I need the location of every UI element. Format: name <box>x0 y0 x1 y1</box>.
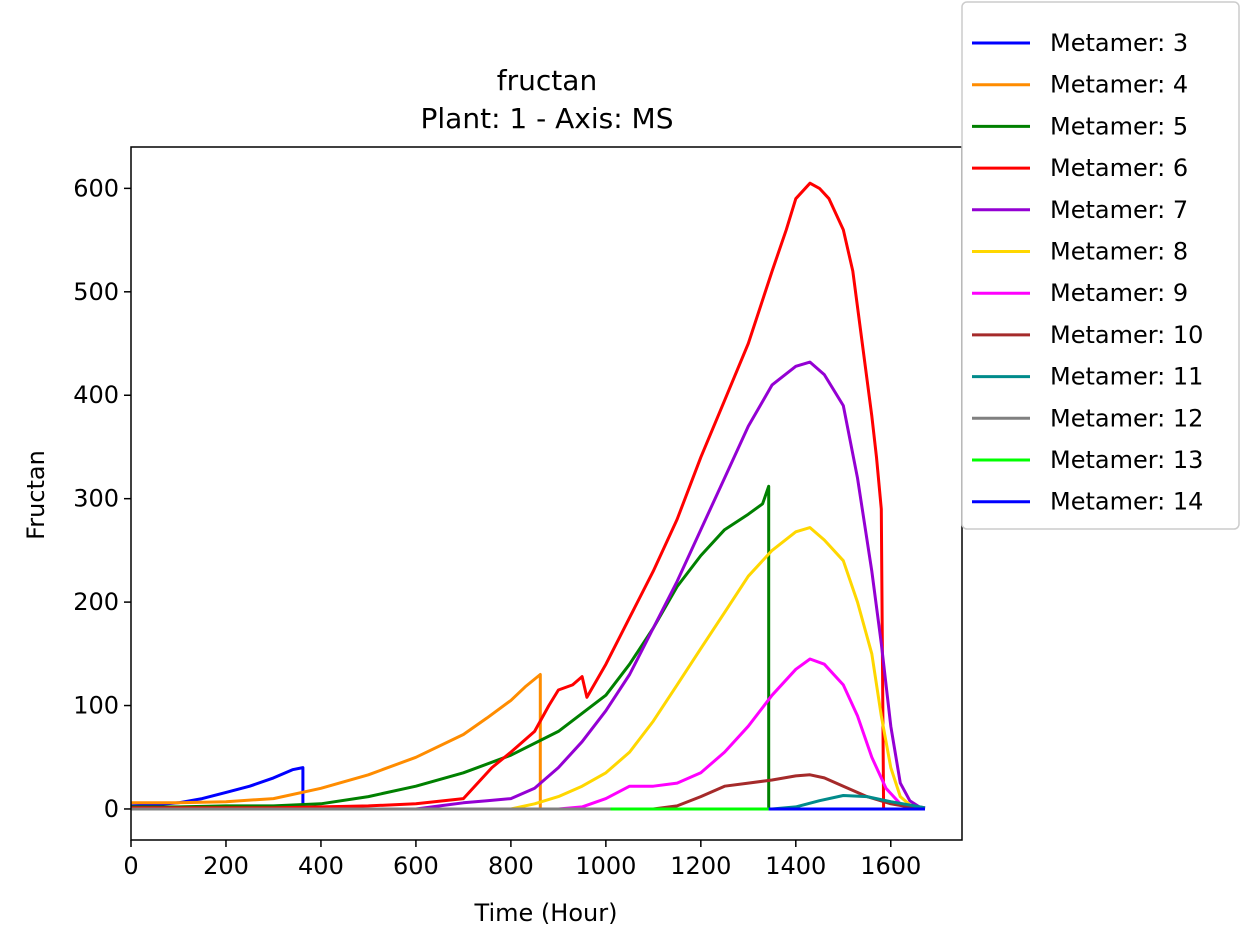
legend-label-3: Metamer: 5 <box>1050 112 1188 140</box>
x-axis-label: Time (Hour) <box>474 899 618 927</box>
y-tick-label: 0 <box>104 795 119 823</box>
x-axis: 0 200 400 600 800 1000 1200 1400 1600 <box>123 840 921 880</box>
series-line-7 <box>131 657 926 811</box>
legend-label-1: Metamer: 3 <box>1050 29 1188 57</box>
y-axis: 0 100 200 300 400 500 600 <box>73 174 131 823</box>
y-tick-label: 300 <box>73 485 119 513</box>
legend-label-9: Metamer: 11 <box>1050 363 1203 391</box>
legend-label-4: Metamer: 6 <box>1050 154 1188 182</box>
x-tick-label: 1600 <box>860 852 921 880</box>
legend: Metamer: 3 Metamer: 4 Metamer: 5 Metamer: 6… <box>961 1 1240 530</box>
legend-frame <box>961 1 1240 530</box>
y-tick-label: 400 <box>73 381 119 409</box>
series-line-3 <box>131 484 925 811</box>
legend-label-10: Metamer: 12 <box>1050 404 1203 432</box>
y-tick-label: 200 <box>73 588 119 616</box>
x-tick-label: 800 <box>488 852 534 880</box>
legend-label-8: Metamer: 10 <box>1050 321 1203 349</box>
legend-label-12: Metamer: 14 <box>1050 488 1203 516</box>
series-line-6 <box>131 526 925 811</box>
y-tick-label: 500 <box>73 278 119 306</box>
chart-title: fructan <box>497 64 597 97</box>
y-tick-label: 600 <box>73 174 119 202</box>
y-axis-label: Fructan <box>22 450 50 540</box>
plot-area <box>130 181 926 811</box>
x-tick-label: 1000 <box>575 852 636 880</box>
series-line-5 <box>131 360 926 811</box>
legend-label-7: Metamer: 9 <box>1050 279 1188 307</box>
x-tick-label: 1200 <box>670 852 731 880</box>
x-tick-label: 200 <box>203 852 249 880</box>
chart-subtitle: Plant: 1 - Axis: MS <box>421 102 674 135</box>
x-tick-label: 1400 <box>765 852 826 880</box>
y-tick-label: 100 <box>73 692 119 720</box>
x-tick-label: 600 <box>393 852 439 880</box>
legend-label-11: Metamer: 13 <box>1050 446 1203 474</box>
x-tick-label: 0 <box>123 852 138 880</box>
legend-label-6: Metamer: 8 <box>1050 238 1188 266</box>
series-line-2 <box>131 673 925 811</box>
legend-label-2: Metamer: 4 <box>1050 71 1188 99</box>
x-tick-label: 400 <box>298 852 344 880</box>
series-line-4 <box>131 181 925 811</box>
legend-label-5: Metamer: 7 <box>1050 196 1188 224</box>
